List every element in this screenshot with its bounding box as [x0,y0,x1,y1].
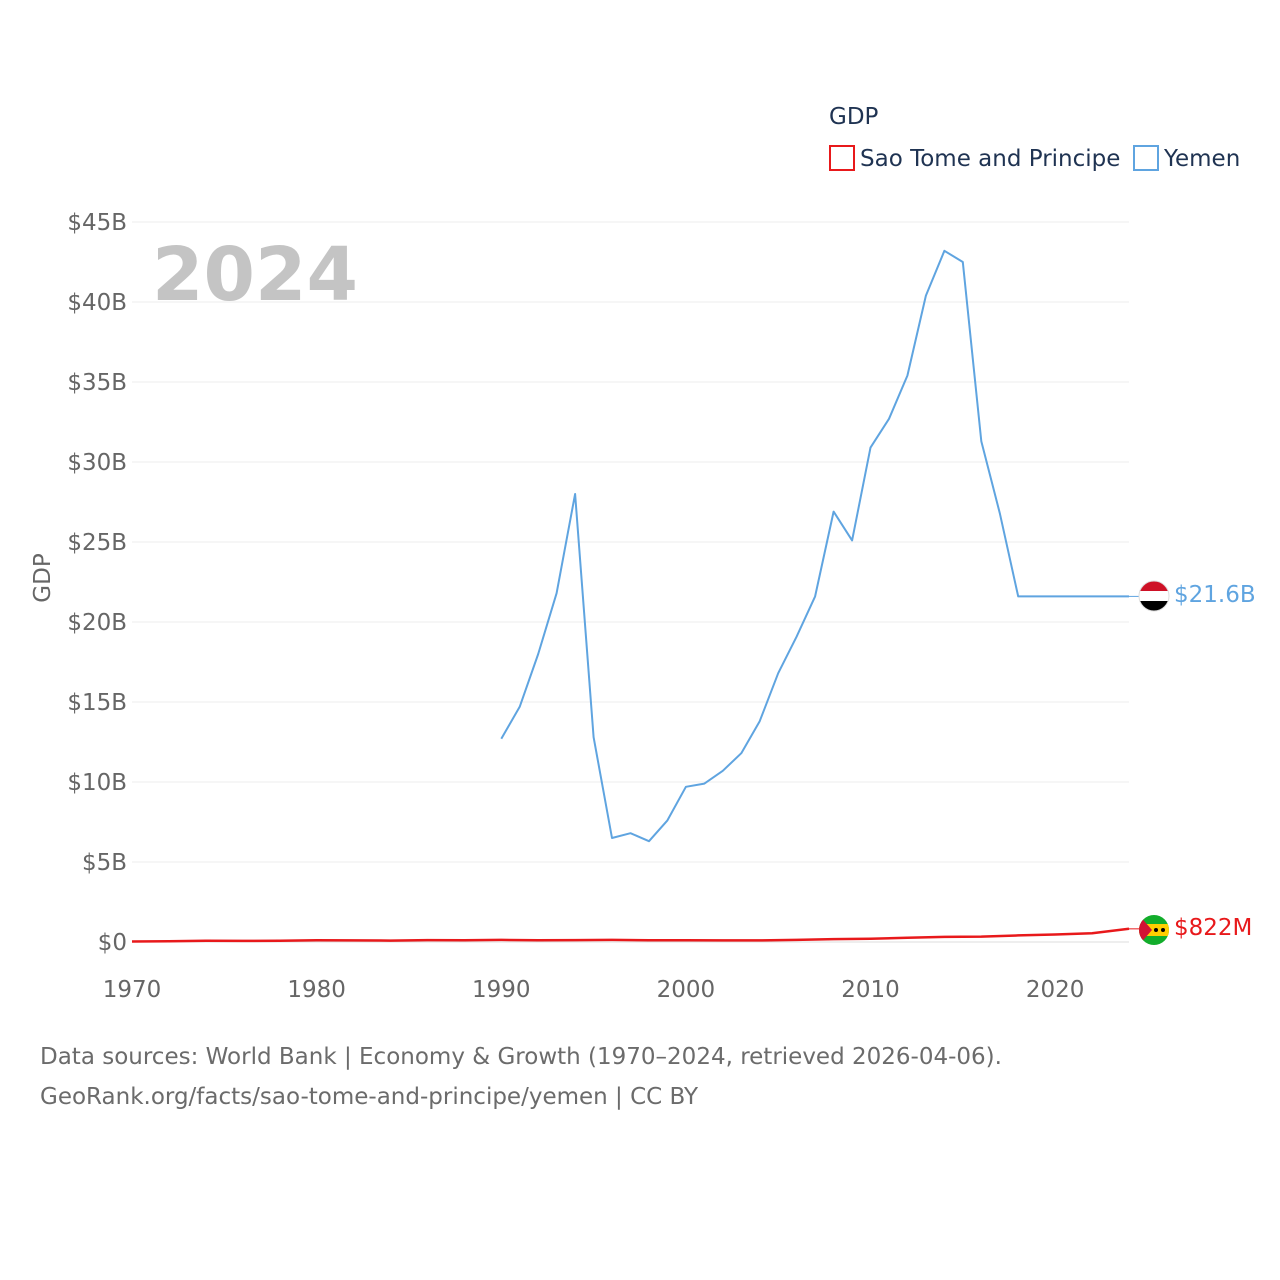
y-tick-label: $10B [67,770,127,796]
series-end-markers [1129,595,1139,930]
yemen-flag-icon [1138,580,1170,612]
y-tick-label: $30B [67,450,127,476]
x-tick-label: 2000 [657,977,716,1003]
source-line-1: Data sources: World Bank | Economy & Gro… [40,1044,1002,1070]
legend-swatch-sao-tome[interactable] [829,145,855,171]
series-lines [131,249,1130,943]
y-axis-label: GDP [30,553,56,603]
yemen-end-label: $21.6B [1174,582,1256,608]
y-tick-label: $20B [67,610,127,636]
legend-label-sao-tome[interactable]: Sao Tome and Principe [860,146,1120,172]
x-axis-ticks: 1970 1980 1990 2000 2010 2020 [103,977,1085,1003]
y-tick-label: $40B [67,290,127,316]
source-line-2[interactable]: GeoRank.org/facts/sao-tome-and-principe/… [40,1084,699,1110]
gridlines [132,221,1129,943]
x-tick-label: 1970 [103,977,162,1003]
sao-tome-end-label: $822M [1174,915,1252,941]
y-axis-ticks: $0 $5B $10B $15B $20B $25B $30B $35B $40B $45B [67,210,127,956]
legend-title: GDP [829,104,879,130]
legend-swatch-yemen[interactable] [1133,145,1159,171]
series-line-yemen[interactable] [500,249,1129,843]
y-tick-label: $35B [67,370,127,396]
y-tick-label: $45B [67,210,127,236]
y-tick-label: $15B [67,690,127,716]
legend-label-yemen[interactable]: Yemen [1163,146,1240,172]
x-tick-label: 2010 [841,977,900,1003]
x-tick-label: 2020 [1026,977,1085,1003]
x-tick-label: 1980 [287,977,346,1003]
year-watermark: 2024 [152,232,358,318]
x-tick-label: 1990 [472,977,531,1003]
y-tick-label: $5B [82,850,127,876]
sao-tome-flag-icon [1139,915,1169,945]
y-tick-label: $0 [98,930,127,956]
series-line-sao-tome[interactable] [131,927,1130,943]
y-tick-label: $25B [67,530,127,556]
legend: GDP Sao Tome and Principe Yemen [829,104,1240,172]
